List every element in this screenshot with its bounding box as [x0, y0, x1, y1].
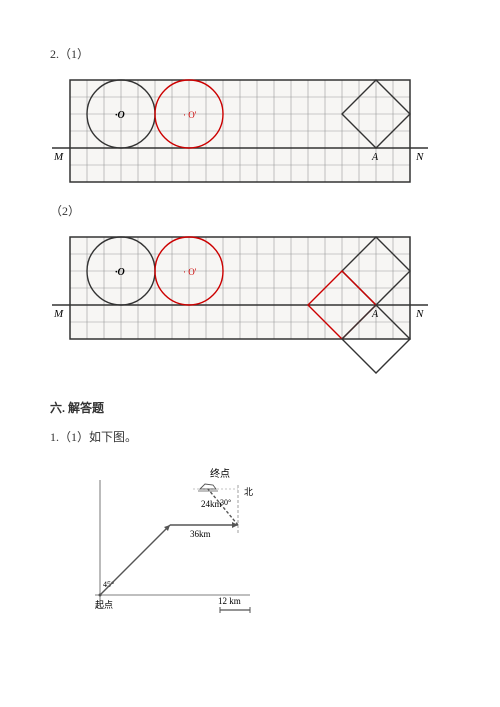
- section-6-header: 六. 解答题: [50, 399, 450, 416]
- q2-2-label: （2）: [50, 202, 450, 219]
- q6-1-label: 1.（1）如下图。: [50, 428, 450, 445]
- svg-text:24km: 24km: [201, 499, 222, 509]
- q2-1-label: 2.（1）: [50, 45, 450, 62]
- svg-text:终点: 终点: [210, 467, 230, 480]
- figure-2: M N ·O · O' A: [50, 229, 450, 379]
- svg-text:起点: 起点: [95, 600, 113, 610]
- svg-text:· O': · O': [183, 267, 197, 277]
- svg-text:12 km: 12 km: [218, 596, 241, 606]
- svg-text:36km: 36km: [190, 529, 211, 539]
- figure-1: M N ·O · O' A: [50, 72, 450, 192]
- svg-text:M: M: [53, 151, 64, 163]
- svg-text:A: A: [371, 309, 379, 320]
- svg-text:N: N: [415, 308, 424, 320]
- svg-text:M: M: [53, 308, 64, 320]
- svg-text:N: N: [415, 151, 424, 163]
- figure-3: 起点45°36km北30°24km终点12 km: [50, 455, 450, 625]
- svg-text:·O: ·O: [115, 267, 125, 278]
- svg-text:北: 北: [244, 487, 253, 497]
- svg-text:·O: ·O: [115, 110, 125, 121]
- svg-text:A: A: [371, 152, 379, 163]
- svg-text:45°: 45°: [103, 580, 114, 589]
- svg-text:· O': · O': [183, 110, 197, 120]
